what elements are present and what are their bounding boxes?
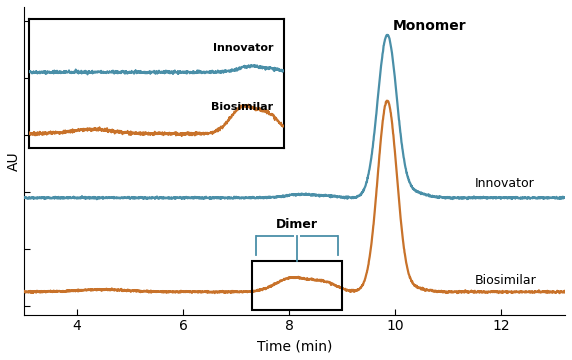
Text: Biosimilar: Biosimilar	[475, 274, 537, 287]
Bar	[252, 261, 342, 310]
Text: Innovator: Innovator	[475, 177, 535, 190]
Text: Monomer: Monomer	[392, 19, 466, 33]
Y-axis label: AU: AU	[7, 151, 21, 171]
X-axis label: Time (min): Time (min)	[257, 339, 332, 353]
Text: Dimer: Dimer	[276, 218, 318, 231]
